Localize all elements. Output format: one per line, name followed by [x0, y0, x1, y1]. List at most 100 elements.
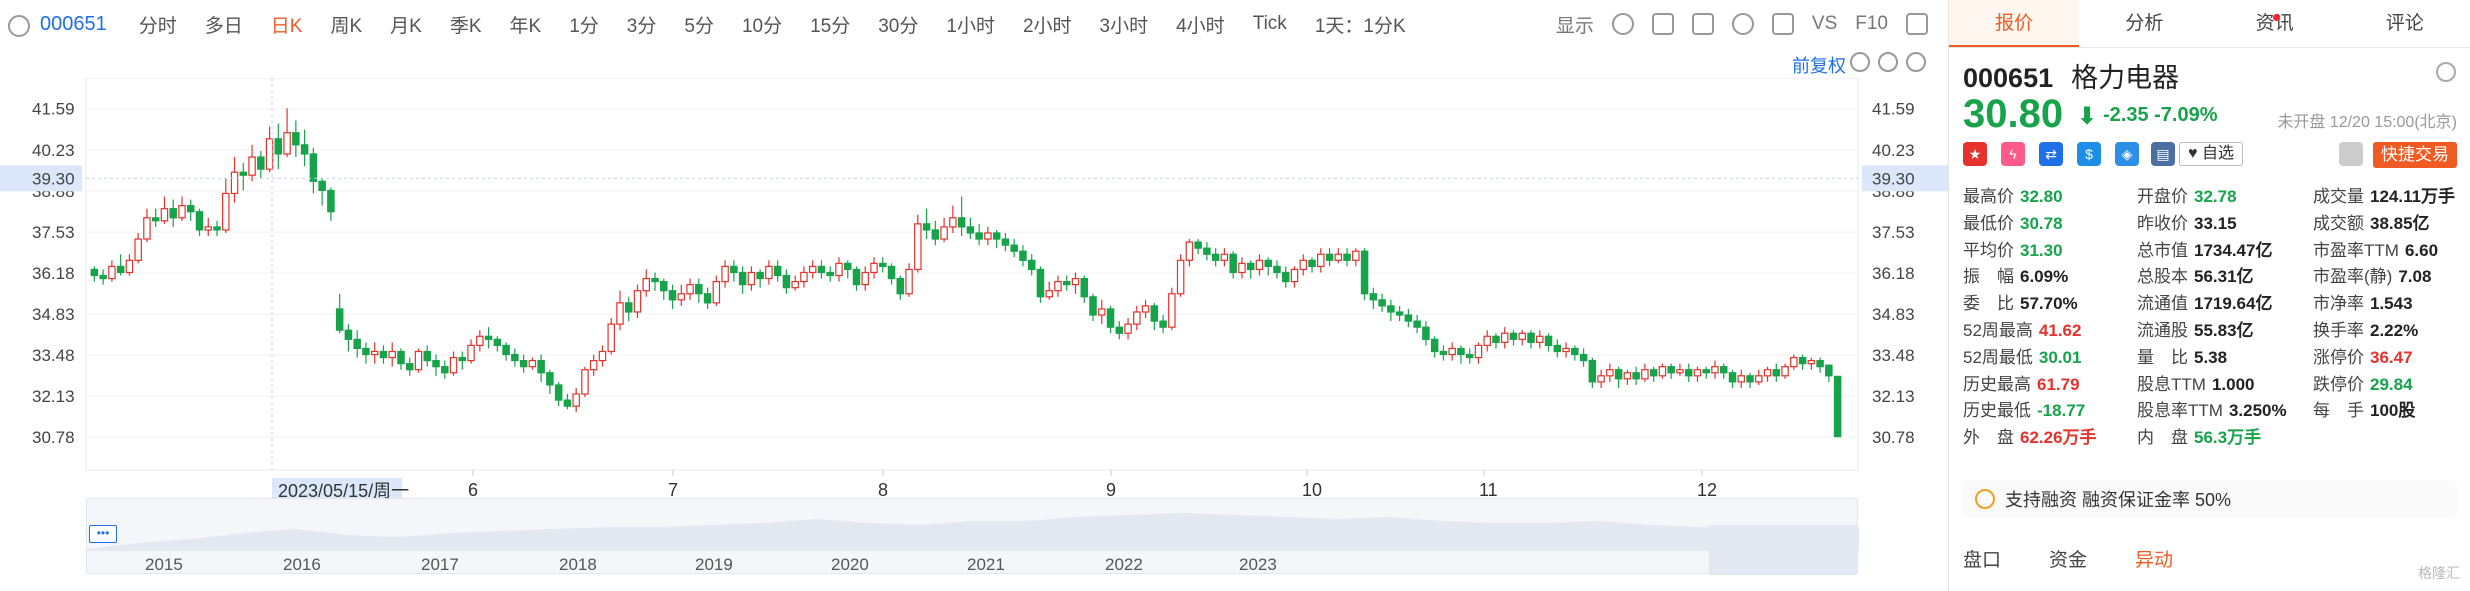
candle-body [949, 217, 957, 228]
period-tab[interactable]: 1天：1分K [1314, 15, 1406, 37]
candle-body [1343, 253, 1351, 261]
x-month-label: 7 [668, 480, 678, 498]
period-tab[interactable]: Tick [1252, 13, 1287, 34]
alert-bell-icon[interactable] [2339, 142, 2363, 166]
bottom-tab[interactable]: 盘口 [1963, 550, 2002, 571]
candle-body [677, 293, 686, 301]
period-tab[interactable]: 15分 [810, 15, 851, 37]
range-navigator[interactable]: ••• 2015 2016 2017 2018 2019 2020 2021 2022 2023 [86, 498, 1859, 575]
last-price: 30.80 [1963, 92, 2064, 136]
candle-body [1106, 308, 1115, 328]
bottom-tab[interactable]: 资金 [2049, 550, 2088, 571]
stat-key: 涨停价 [2313, 347, 2364, 367]
f10-button[interactable]: F10 [1855, 13, 1888, 34]
period-tab[interactable]: 30分 [878, 15, 919, 37]
fuquan-dropdown[interactable]: 前复权 [1792, 56, 1846, 76]
navigator-window[interactable] [1709, 525, 1857, 575]
shenzhen-connect-icon[interactable]: ϟ [2001, 142, 2025, 166]
period-tab[interactable]: 多日 [204, 15, 243, 37]
stat-row: 外 盘 62.26万手 内 盘 56.3万手 [1963, 425, 2463, 452]
bottom-tab[interactable]: 异动 [2135, 550, 2174, 571]
period-tab[interactable]: 季K [449, 15, 482, 37]
candle-body [887, 265, 896, 280]
period-tab[interactable]: 2小时 [1022, 15, 1072, 37]
quick-trade-button[interactable]: 快捷交易 [2373, 142, 2457, 168]
bookmark-icon[interactable]: ▤ [2151, 142, 2175, 166]
zoom-out-icon[interactable] [1878, 52, 1898, 72]
period-tab[interactable]: 1小时 [946, 15, 995, 37]
dollar-icon[interactable]: $ [2077, 142, 2101, 166]
chart-style-icon[interactable] [1651, 13, 1674, 35]
stat-value: 6.60 [2404, 240, 2439, 260]
draw-pen-icon[interactable] [1731, 13, 1754, 35]
candle-body [1465, 353, 1474, 359]
candle-body [405, 363, 414, 371]
period-tab[interactable]: 10分 [741, 15, 783, 37]
candle-body [537, 360, 545, 374]
period-tab[interactable]: 周K [330, 15, 363, 37]
vs-button[interactable]: VS [1811, 13, 1838, 34]
fullscreen-icon[interactable] [1771, 13, 1794, 35]
period-tab[interactable]: 月K [390, 15, 422, 37]
period-tab[interactable]: 1分 [569, 15, 599, 37]
candle-body [134, 238, 142, 261]
candle-body [1395, 311, 1404, 316]
period-tab[interactable]: 4小时 [1176, 15, 1225, 37]
panel-tab[interactable]: 资讯 [2210, 0, 2340, 47]
navigator-year-label: 2020 [831, 555, 869, 574]
stat-value: 33.15 [2194, 213, 2237, 233]
candle-body [300, 144, 309, 155]
period-tab[interactable]: 3小时 [1099, 15, 1149, 37]
stat-value: 31.30 [2020, 240, 2063, 260]
stat-value: 30.78 [2020, 213, 2063, 233]
candle-body [589, 360, 598, 371]
candle-body [1667, 366, 1675, 374]
candle-body [511, 353, 519, 362]
panel-toggle-icon[interactable] [1906, 13, 1928, 35]
panel-settings-gear-icon[interactable] [2436, 62, 2456, 82]
stat-key: 开盘价 [2137, 187, 2188, 206]
candle-body [1422, 326, 1430, 340]
candle-body [1623, 372, 1632, 380]
period-tab[interactable]: 年K [509, 15, 542, 37]
candle-body [1711, 366, 1719, 374]
display-dropdown[interactable]: 显示 [1555, 15, 1594, 37]
reset-icon[interactable] [1850, 52, 1870, 72]
candle-body [607, 323, 615, 353]
period-tab[interactable]: 5分 [684, 15, 714, 37]
period-tab[interactable]: 3分 [626, 15, 657, 37]
stat-row: 委 比 57.70% 流通值 1719.64亿 市净率 1.543 [1963, 291, 2463, 318]
navigator-menu-button[interactable]: ••• [89, 525, 117, 543]
candle-body [362, 347, 370, 356]
stat-item: 量 比 5.38 [2137, 345, 2313, 372]
panel-tab[interactable]: 报价 [1949, 0, 2080, 47]
period-tab[interactable]: 分时 [138, 15, 177, 37]
margin-icon[interactable]: ⇄ [2039, 142, 2063, 166]
stat-value: 56.3万手 [2194, 428, 2262, 448]
x-month-label: 9 [1106, 480, 1116, 498]
candle-body [738, 271, 747, 286]
candle-body [616, 302, 624, 325]
stock-code-tab[interactable]: 000651 [0, 13, 125, 37]
stat-value: 41.62 [2038, 320, 2082, 340]
add-watchlist-button[interactable]: ♥ 自选 [2179, 142, 2243, 166]
candle-body [309, 153, 318, 182]
zoom-in-icon[interactable] [1906, 52, 1926, 72]
navigator-year-label: 2022 [1105, 555, 1143, 574]
stat-item: 52周最高 41.62 [1963, 318, 2137, 345]
candle-body [1281, 271, 1290, 283]
tag-icon[interactable]: ◈ [2115, 142, 2139, 166]
candle-body [292, 132, 300, 146]
panel-tab[interactable]: 评论 [2340, 0, 2470, 47]
period-tab[interactable]: 日K [270, 15, 303, 37]
candle-body [1203, 247, 1211, 255]
y-tick-right: 41.59 [1872, 100, 1915, 119]
stat-row: 最高价 32.80 开盘价 32.78 成交量 124.11万手 [1963, 184, 2463, 211]
stat-key: 市净率 [2313, 294, 2364, 314]
market-status: 未开盘 12/20 15:00(北京) [2277, 114, 2457, 131]
coin-icon [1975, 489, 1995, 509]
camera-icon[interactable] [1691, 13, 1714, 35]
settings-gear-icon[interactable] [1611, 13, 1634, 35]
panel-tab[interactable]: 分析 [2079, 0, 2209, 47]
